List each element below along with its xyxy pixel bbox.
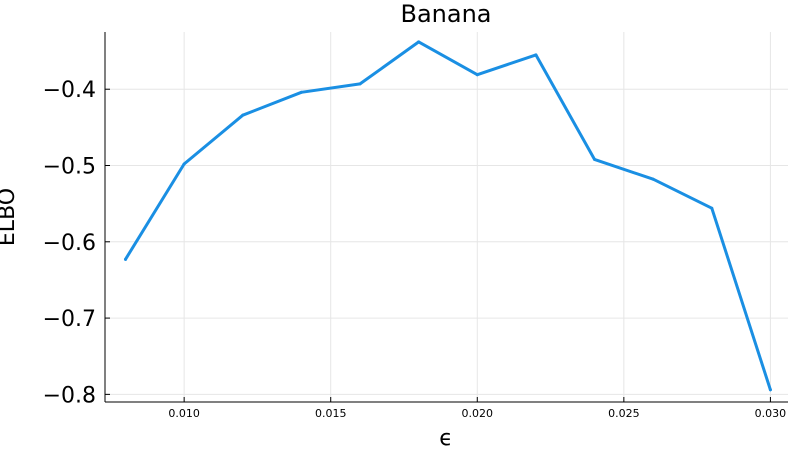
y-tick-label: −0.7 — [43, 307, 96, 332]
data-point — [710, 206, 714, 210]
x-tick-labels: 0.010 0.015 0.020 0.025 0.030 — [168, 397, 786, 420]
data-point — [124, 257, 128, 261]
x-tick-label: 0.015 — [315, 407, 347, 420]
data-point — [768, 388, 772, 392]
data-point — [182, 162, 186, 166]
y-tick-label: −0.5 — [43, 155, 96, 180]
x-tick-label: 0.030 — [755, 407, 787, 420]
data-point — [358, 82, 362, 86]
x-tick-label: 0.025 — [608, 407, 640, 420]
series-line — [124, 40, 772, 392]
y-tick-label: −0.6 — [43, 231, 96, 256]
x-tick-label: 0.010 — [168, 407, 200, 420]
data-point — [417, 40, 421, 44]
data-point — [241, 113, 245, 117]
axes — [104, 32, 788, 403]
data-point — [475, 73, 479, 77]
data-point — [651, 177, 655, 181]
data-point — [299, 90, 303, 94]
data-point — [534, 53, 538, 57]
y-tick-label: −0.8 — [43, 383, 96, 408]
series-layer — [124, 40, 772, 392]
x-axis-label: ϵ — [439, 426, 453, 450]
chart-title: Banana — [400, 0, 491, 28]
y-axis-label: ELBO — [0, 188, 20, 246]
data-point — [593, 157, 597, 161]
x-tick-label: 0.020 — [462, 407, 494, 420]
y-tick-label: −0.4 — [43, 78, 96, 103]
grid-lines — [105, 32, 788, 402]
y-tick-labels: −0.4 −0.5 −0.6 −0.7 −0.8 — [43, 78, 110, 408]
